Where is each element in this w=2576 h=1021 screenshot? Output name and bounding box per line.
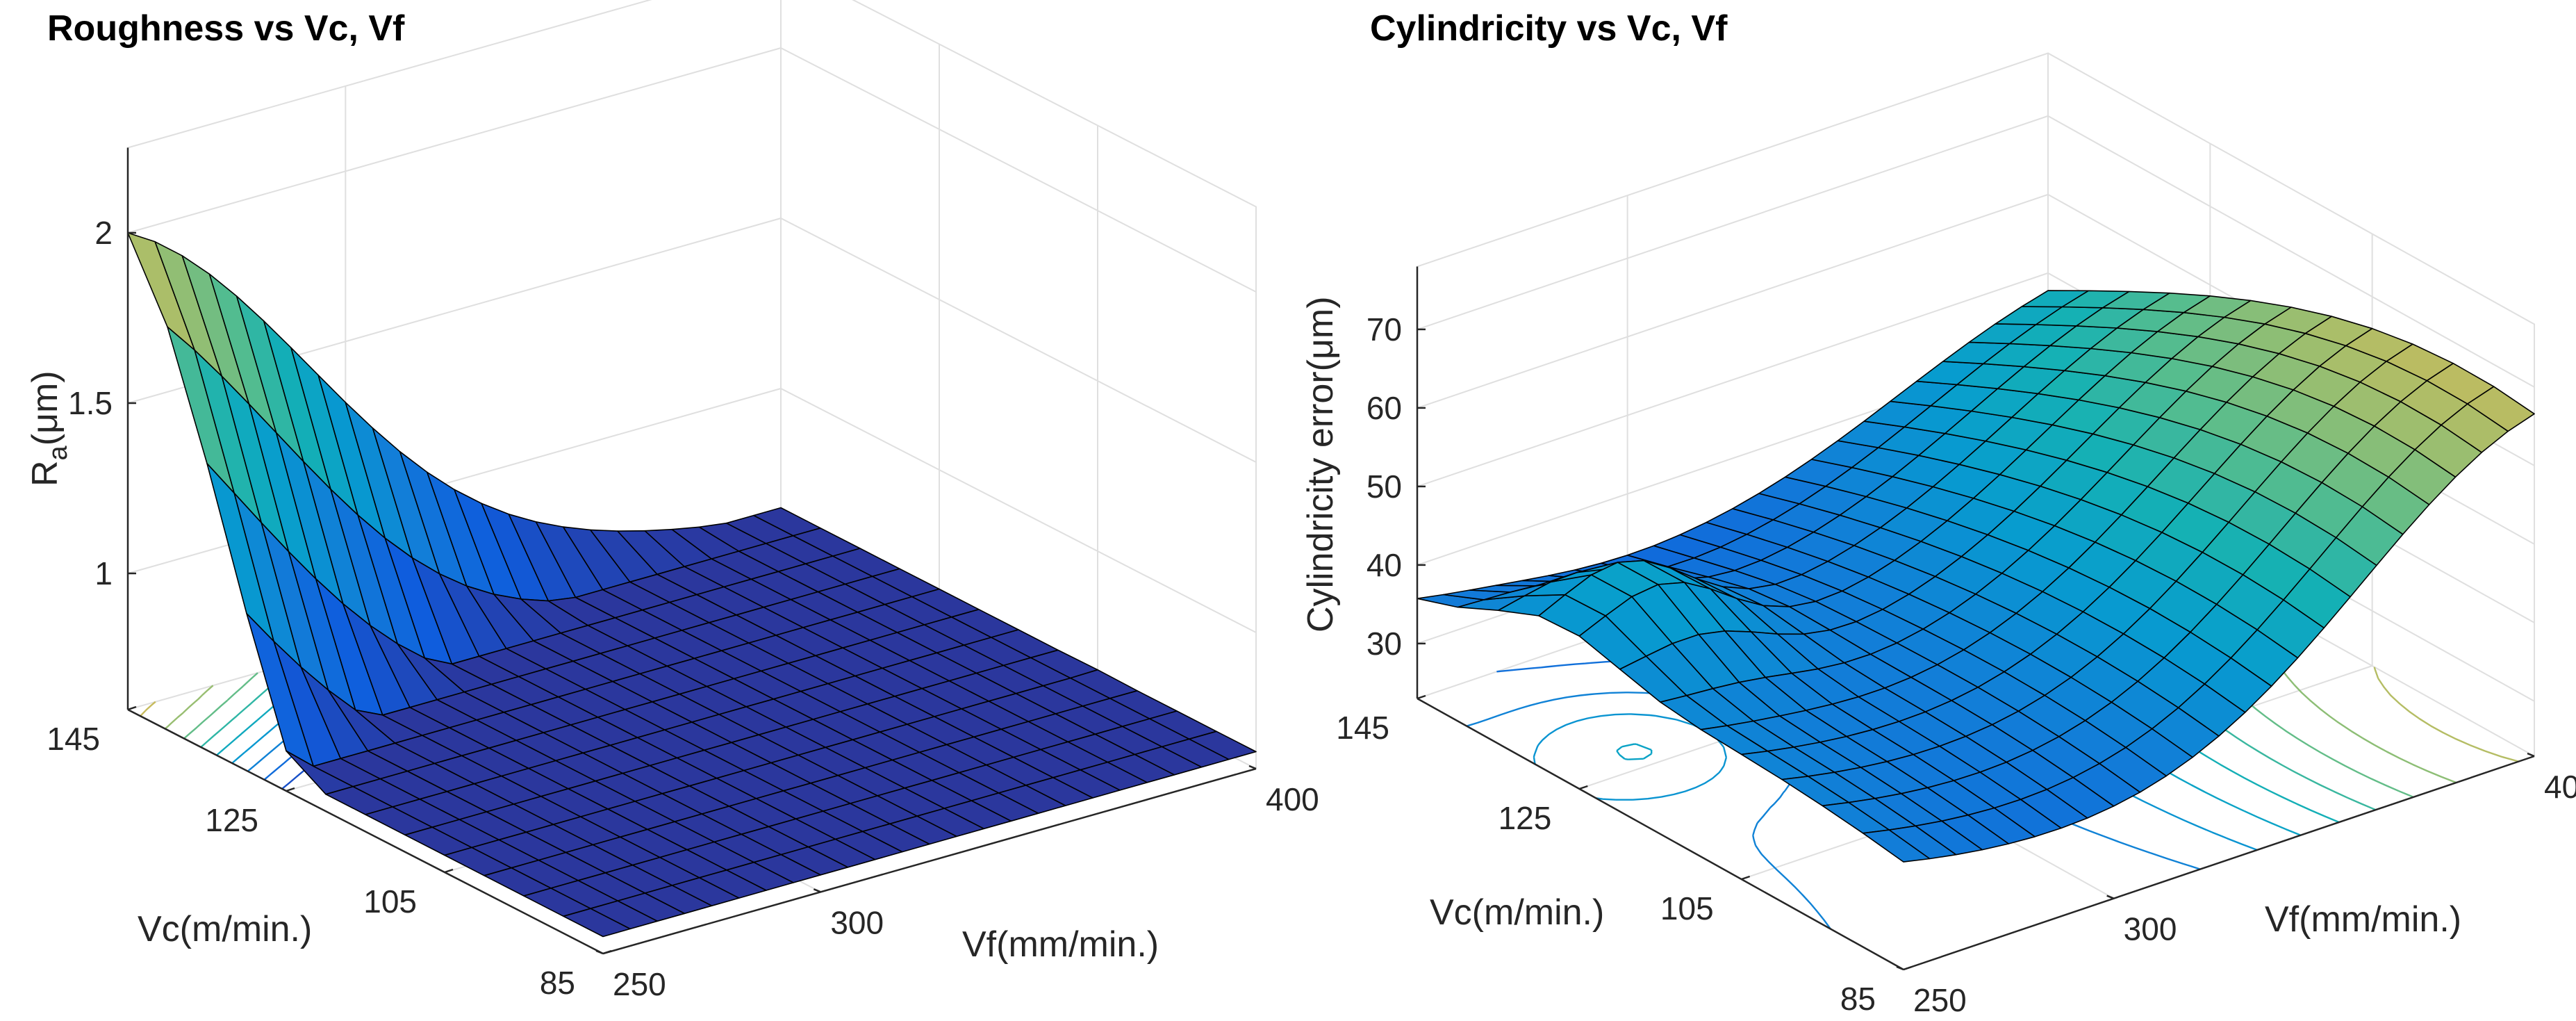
z-tick-label: 50 <box>1367 468 1402 505</box>
z-tick-label: 1.5 <box>68 385 113 421</box>
cylindricity-y-label: Vc(m/min.) <box>1430 892 1604 933</box>
roughness-title: Roughness vs Vc, Vf <box>47 8 405 49</box>
x-axis-line <box>1903 755 2535 971</box>
x-tick-mark <box>2106 895 2115 899</box>
z-gridline <box>127 47 1257 293</box>
cylindricity-axes <box>1416 266 2535 971</box>
roughness-axes <box>126 147 1257 955</box>
roughness-z-label-sub: a <box>44 445 73 460</box>
x-axis-line <box>602 767 1257 955</box>
roughness-z-label-main: R <box>25 460 65 487</box>
roughness-panel: Roughness vs Vc, Vf 250 300 400 85 105 125 145… <box>25 0 1319 1002</box>
y-tick-mark <box>1741 875 1751 881</box>
roughness-x-label: Vf(mm/min.) <box>962 924 1159 965</box>
y-tick-mark <box>1578 785 1588 790</box>
y-axis-line <box>127 708 604 955</box>
contour-line <box>164 685 214 730</box>
z-tick-label: 40 <box>1367 547 1402 583</box>
cylindricity-title: Cylindricity vs Vc, Vf <box>1370 8 1728 49</box>
y-tick-mark <box>286 787 295 792</box>
x-tick-label: 300 <box>830 904 884 940</box>
y-tick-label: 145 <box>47 721 100 757</box>
y-tick-label: 85 <box>540 965 575 1001</box>
z-tick-label: 1 <box>94 555 113 591</box>
z-tick-label: 30 <box>1367 626 1402 662</box>
z-tick-label: 2 <box>94 215 113 251</box>
y-tick-mark <box>1903 965 1913 971</box>
y-axis-line <box>1417 697 1904 971</box>
x-tick-label: 400 <box>2544 769 2576 805</box>
roughness-z-label: Ra(μm) <box>25 370 73 487</box>
y-tick-label: 105 <box>363 883 417 920</box>
z-tick-label: 60 <box>1367 390 1402 426</box>
roughness-z-label-unit: (μm) <box>25 370 65 446</box>
cylindricity-z-label: Cylindricity error(μm) <box>1301 296 1341 632</box>
surface-patch <box>2467 386 2535 432</box>
x-tick-label: 300 <box>2124 911 2177 947</box>
y-tick-mark <box>602 949 612 955</box>
x-tick-mark <box>1896 965 1904 971</box>
x-tick-label: 250 <box>613 966 666 1002</box>
cylindricity-x-label: Vf(mm/min.) <box>2265 899 2461 940</box>
y-tick-mark <box>127 705 137 711</box>
contour-line <box>183 672 258 740</box>
y-tick-label: 125 <box>1498 800 1552 836</box>
y-tick-mark <box>444 868 454 874</box>
cylindricity-ticks: 250 300 400 85 105 125 145 30 40 50 60 70 <box>1336 311 2576 1018</box>
surface-patch <box>1189 730 1257 760</box>
x-tick-mark <box>813 888 821 893</box>
x-tick-mark <box>1248 765 1257 770</box>
y-tick-label: 85 <box>1840 981 1876 1017</box>
roughness-y-label: Vc(m/min.) <box>138 909 312 949</box>
cylindricity-panel: Cylindricity vs Vc, Vf 250 300 400 85 105 125… <box>1301 8 2576 1018</box>
roughness-surface <box>127 232 1257 938</box>
roughness-ticks: 250 300 400 85 105 125 145 1 1.5 2 <box>47 215 1319 1002</box>
x-tick-mark <box>595 949 604 955</box>
cylindricity-surface <box>1417 290 2535 863</box>
x-tick-mark <box>2527 752 2535 758</box>
contour-line <box>2373 667 2519 762</box>
y-tick-label: 125 <box>205 802 258 838</box>
x-tick-label: 400 <box>1266 781 1319 817</box>
y-tick-mark <box>1417 694 1426 700</box>
y-tick-label: 105 <box>1660 890 1714 926</box>
y-tick-label: 145 <box>1336 710 1389 746</box>
z-tick-label: 70 <box>1367 311 1402 348</box>
x-tick-label: 250 <box>1913 982 1967 1018</box>
